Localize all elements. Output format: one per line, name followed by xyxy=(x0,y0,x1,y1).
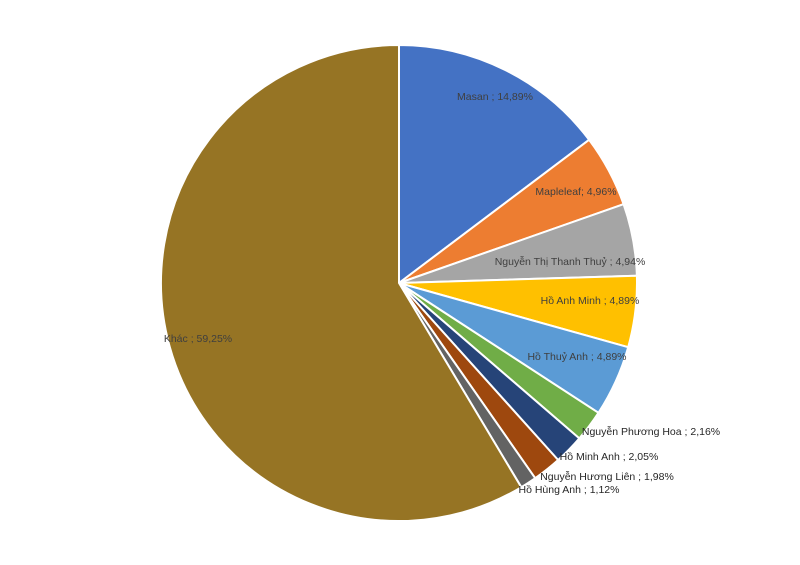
pie-slice-0[interactable] xyxy=(398,44,591,284)
slice-label-8: Hồ Hùng Anh ; 1,12% xyxy=(519,484,620,496)
slice-label-7: Nguyễn Hương Liên ; 1,98% xyxy=(540,470,674,483)
slice-label-5: Nguyễn Phương Hoa ; 2,16% xyxy=(582,425,720,438)
pie-slice-9[interactable] xyxy=(160,44,523,522)
slice-label-6: Hồ Minh Anh ; 2,05% xyxy=(560,451,659,463)
